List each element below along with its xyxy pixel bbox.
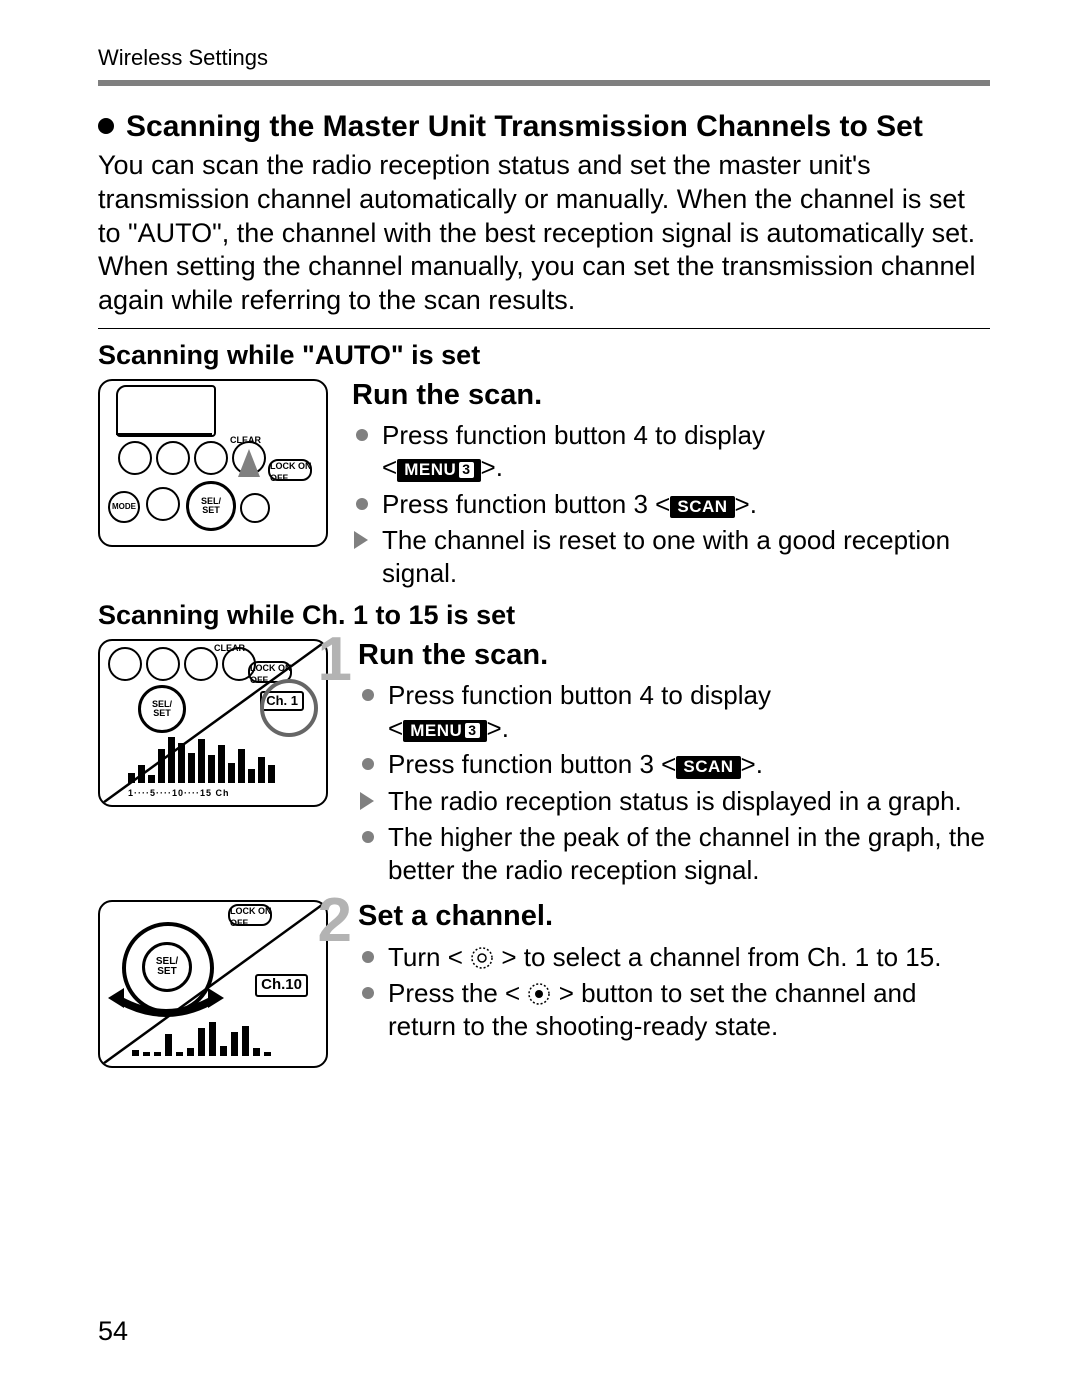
label-set: SET — [152, 709, 172, 718]
auto-heading: Scanning while "AUTO" is set — [98, 339, 990, 373]
m1-bullet-3: The radio reception status is displayed … — [358, 785, 990, 818]
bullet-triangle-icon — [354, 531, 368, 549]
m1-bullet-1: Press function button 4 to display <MENU… — [358, 679, 990, 744]
manual-illustration-2-box: LOCK ON OFF SEL/ SET — [98, 900, 328, 1068]
auto-block: CLEAR LOCK ON OFF MODE SEL/ SET Run the … — [98, 379, 990, 594]
m1-bullet-4: The higher the peak of the channel in th… — [358, 821, 990, 886]
scan-tag: SCAN — [670, 496, 734, 519]
manual-step2-bullets: Turn < > to select a channel from Ch. 1 … — [358, 941, 990, 1043]
device-illustration-select: LOCK ON OFF SEL/ SET — [98, 900, 328, 1068]
rotate-arrows-icon — [106, 968, 226, 1018]
section-bullet-icon — [98, 118, 114, 134]
bullet-dot-icon — [362, 831, 374, 843]
scan-tag: SCAN — [676, 756, 740, 779]
label-clear: CLEAR — [230, 435, 261, 446]
device-illustration-graph: CLEAR LOCK ON OFF SEL/ SET Ch. 1 — [98, 639, 328, 807]
manual-step1-block: CLEAR LOCK ON OFF SEL/ SET Ch. 1 — [98, 639, 990, 890]
header-rule — [98, 80, 990, 86]
manual-step1-content: 1 Run the scan. Press function button 4 … — [352, 639, 990, 890]
manual-heading: Scanning while Ch. 1 to 15 is set — [98, 599, 990, 633]
bullet-triangle-icon — [360, 792, 374, 810]
auto-bullet-1: Press function button 4 to display <MENU… — [352, 419, 990, 484]
device-illustration-auto: CLEAR LOCK ON OFF MODE SEL/ SET — [98, 379, 328, 547]
bullet-dot-icon — [356, 498, 368, 510]
bullet-dot-icon — [362, 987, 374, 999]
m2-bullet-2: Press the < > button to set the channel … — [358, 977, 990, 1042]
auto-bullet-3: The channel is reset to one with a good … — [352, 524, 990, 589]
bullet-dot-icon — [362, 758, 374, 770]
step-number-2: 2 — [308, 896, 352, 946]
label-clear: CLEAR — [214, 643, 245, 654]
bullet-dot-icon — [362, 689, 374, 701]
channel-10-label: Ch.10 — [255, 974, 308, 997]
section-title: Scanning the Master Unit Transmission Ch… — [98, 108, 990, 146]
axis-label: 1····5····10····15 Ch — [128, 788, 230, 799]
manual-step2-title: Set a channel. — [358, 898, 990, 934]
auto-bullet-2: Press function button 3 <SCAN>. — [352, 488, 990, 521]
section-title-text: Scanning the Master Unit Transmission Ch… — [126, 108, 923, 146]
set-button-icon — [527, 982, 551, 1006]
label-mode: MODE — [112, 502, 136, 512]
menu3-tag: MENU3 — [403, 720, 486, 743]
arrow-up-icon — [238, 449, 260, 477]
step-number-1: 1 — [308, 635, 352, 685]
manual-illustration-1-box: CLEAR LOCK ON OFF SEL/ SET Ch. 1 — [98, 639, 328, 807]
auto-bullets: Press function button 4 to display <MENU… — [352, 419, 990, 590]
label-set: SET — [201, 506, 221, 515]
page-number: 54 — [98, 1315, 128, 1349]
bullet-dot-icon — [356, 429, 368, 441]
divider — [98, 328, 990, 329]
manual-step1-title: Run the scan. — [358, 637, 990, 673]
section-intro: You can scan the radio reception status … — [98, 149, 990, 318]
m2-bullet-1: Turn < > to select a channel from Ch. 1 … — [358, 941, 990, 974]
select-dial-icon — [470, 946, 494, 970]
manual-step1-bullets: Press function button 4 to display <MENU… — [358, 679, 990, 886]
manual-step2-content: 2 Set a channel. Turn < > to select a ch… — [352, 900, 990, 1046]
auto-step-title: Run the scan. — [352, 377, 990, 413]
auto-content: Run the scan. Press function button 4 to… — [352, 379, 990, 594]
manual-step2-block: LOCK ON OFF SEL/ SET — [98, 900, 990, 1068]
menu3-tag: MENU3 — [397, 459, 480, 482]
header-section-label: Wireless Settings — [98, 44, 990, 72]
bullet-dot-icon — [362, 951, 374, 963]
m1-bullet-2: Press function button 3 <SCAN>. — [358, 748, 990, 781]
signal-bars-icon — [132, 1012, 271, 1056]
auto-illustration-box: CLEAR LOCK ON OFF MODE SEL/ SET — [98, 379, 328, 547]
signal-bars-icon — [128, 735, 275, 783]
highlight-circle-icon — [260, 679, 318, 737]
manual-page: Wireless Settings Scanning the Master Un… — [0, 0, 1080, 1397]
